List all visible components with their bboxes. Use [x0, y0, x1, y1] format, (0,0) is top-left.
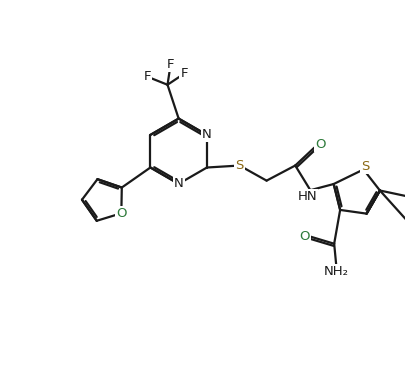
Text: F: F [144, 70, 151, 83]
Text: NH₂: NH₂ [324, 265, 349, 278]
Text: O: O [116, 207, 127, 220]
Text: N: N [202, 129, 212, 141]
Text: N: N [174, 177, 183, 191]
Text: S: S [235, 159, 244, 172]
Text: HN: HN [297, 190, 317, 203]
Text: S: S [361, 160, 370, 173]
Text: O: O [299, 230, 310, 243]
Text: O: O [315, 138, 325, 151]
Text: F: F [180, 67, 188, 80]
Text: F: F [167, 57, 174, 71]
